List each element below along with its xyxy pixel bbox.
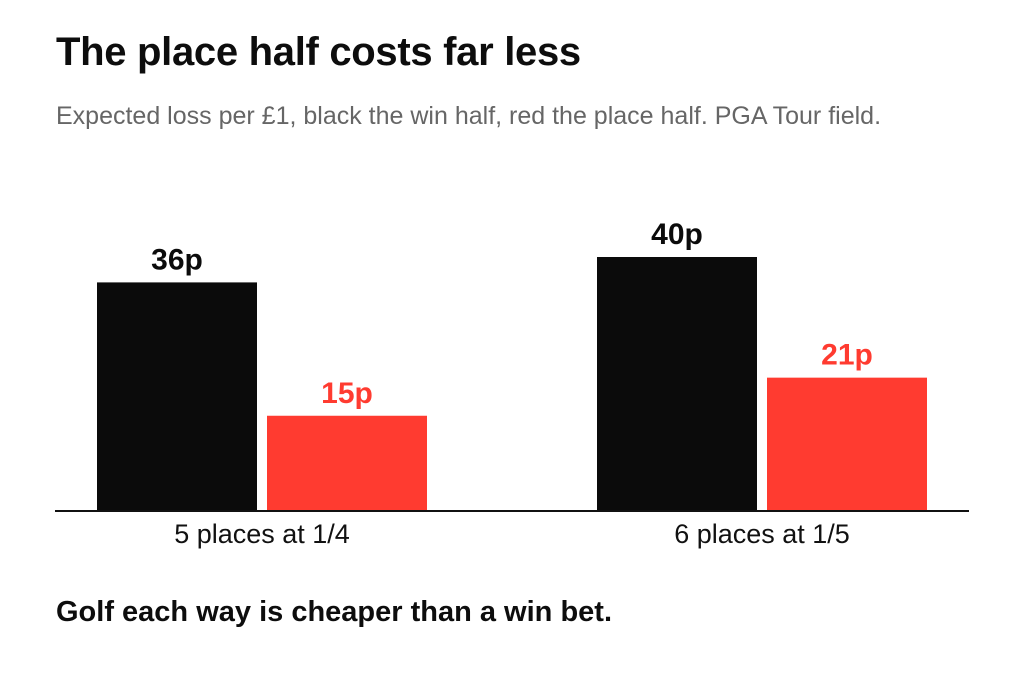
value-label-win-1: 36p — [151, 243, 203, 276]
value-label-win-2: 40p — [651, 218, 703, 251]
category-label-2: 6 places at 1/5 — [674, 519, 850, 549]
bars-layer — [97, 257, 927, 511]
value-labels-layer: 36p 15p 40p 21p — [151, 218, 873, 410]
bar-chart: 36p 15p 40p 21p 5 places at 1/4 6 places at … — [55, 218, 969, 549]
bar-win-2 — [597, 257, 757, 511]
bar-place-2 — [767, 377, 927, 511]
category-label-1: 5 places at 1/4 — [174, 519, 350, 549]
value-label-place-1: 15p — [321, 377, 373, 410]
chart-subtitle: Expected loss per £1, black the win half… — [56, 102, 882, 130]
chart-title: The place half costs far less — [56, 30, 581, 74]
bar-win-1 — [97, 282, 257, 511]
value-label-place-2: 21p — [821, 339, 873, 372]
category-labels-layer: 5 places at 1/4 6 places at 1/5 — [174, 519, 850, 549]
chart-footnote: Golf each way is cheaper than a win bet. — [56, 596, 612, 628]
bar-place-1 — [267, 415, 427, 511]
